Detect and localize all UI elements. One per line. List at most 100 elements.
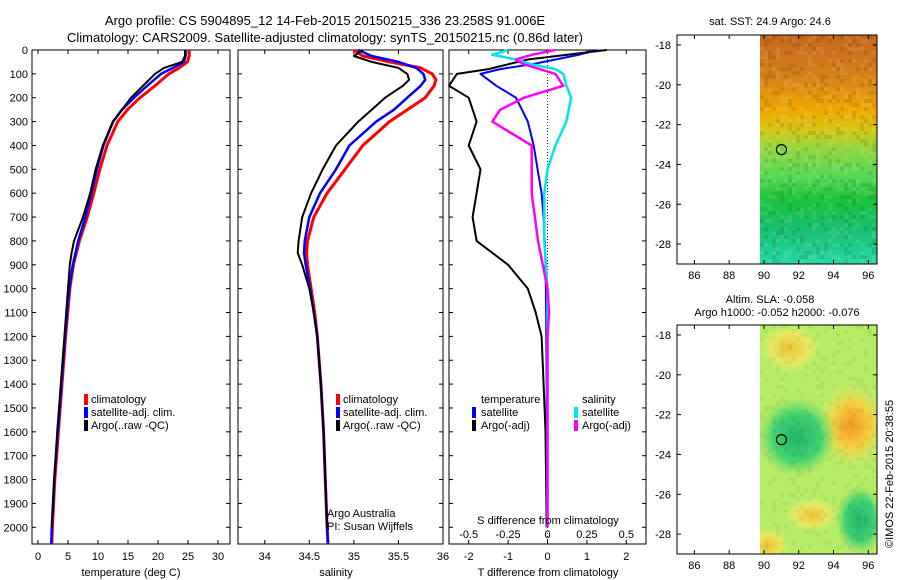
x-tick-label-salinity: -0.5: [459, 529, 478, 541]
map-pixel: [804, 243, 808, 247]
map-pixel: [780, 147, 784, 151]
map-pixel: [804, 409, 808, 413]
map-pixel: [860, 381, 864, 385]
map-pixel: [816, 187, 820, 191]
map-pixel: [780, 417, 784, 421]
map-pixel: [824, 227, 828, 231]
map-pixel: [816, 143, 820, 147]
map-pixel: [836, 513, 840, 517]
map-pixel: [824, 183, 828, 187]
map-pixel: [796, 247, 800, 251]
map-pixel: [872, 393, 876, 397]
legend-swatch-t-argo: [472, 420, 476, 431]
map-pixel: [816, 545, 820, 549]
map-pixel: [872, 195, 876, 199]
map-pixel: [856, 369, 860, 373]
legend-swatch-climatology: [336, 394, 340, 405]
map-pixel: [764, 549, 768, 553]
map-pixel: [808, 83, 812, 87]
map-pixel: [864, 99, 868, 103]
map-pixel: [836, 425, 840, 429]
map-pixel: [792, 473, 796, 477]
map-pixel: [788, 119, 792, 123]
map-pixel: [844, 95, 848, 99]
map-pixel: [832, 421, 836, 425]
map-pixel: [864, 465, 868, 469]
map-pixel: [824, 413, 828, 417]
legend-swatch-satellite: [84, 407, 88, 418]
sst-heatmap: [760, 35, 877, 264]
map-pixel: [764, 183, 768, 187]
map-pixel: [776, 191, 780, 195]
map-pixel: [836, 131, 840, 135]
map-pixel: [780, 381, 784, 385]
map-pixel: [800, 67, 804, 71]
map-pixel: [764, 107, 768, 111]
map-pixel: [872, 143, 876, 147]
map-pixel: [820, 215, 824, 219]
map-pixel: [764, 83, 768, 87]
map-pixel: [812, 51, 816, 55]
map-pixel: [760, 243, 764, 247]
map-pixel: [836, 449, 840, 453]
map-pixel: [848, 179, 852, 183]
map-pixel: [848, 251, 852, 255]
map-pixel: [844, 99, 848, 103]
map-pixel: [824, 195, 828, 199]
map-pixel: [868, 115, 872, 119]
map-pixel: [788, 219, 792, 223]
map-pixel: [864, 147, 868, 151]
map-pixel: [796, 119, 800, 123]
map-pixel: [784, 501, 788, 505]
map-pixel: [852, 187, 856, 191]
legend-s-satellite: satellite: [582, 407, 619, 419]
map-pixel: [760, 223, 764, 227]
map-pixel: [780, 235, 784, 239]
map-pixel: [792, 541, 796, 545]
depth-tick-label: 1800: [4, 475, 28, 487]
map-pixel: [760, 413, 764, 417]
map-pixel: [868, 159, 872, 163]
map-pixel: [772, 425, 776, 429]
map-pixel: [788, 203, 792, 207]
map-pixel: [784, 481, 788, 485]
map-pixel: [840, 127, 844, 131]
map-pixel: [780, 449, 784, 453]
map-pixel: [780, 409, 784, 413]
map-pixel: [856, 377, 860, 381]
map-pixel: [828, 373, 832, 377]
map-pixel: [864, 211, 868, 215]
map-pixel: [800, 107, 804, 111]
legend-s-argo: Argo(-adj): [582, 420, 631, 432]
map-pixel: [860, 183, 864, 187]
map-pixel: [856, 461, 860, 465]
map-pixel: [820, 47, 824, 51]
map-pixel: [828, 59, 832, 63]
map-pixel: [808, 493, 812, 497]
map-pixel: [852, 227, 856, 231]
map-pixel: [764, 405, 768, 409]
map-pixel: [792, 401, 796, 405]
difference-xlabel-temperature: T difference from climatology: [478, 567, 619, 579]
legend-climatology: climatology: [343, 394, 399, 406]
x-tick-label: 15: [122, 551, 134, 563]
map-pixel: [772, 497, 776, 501]
depth-tick-label: 1400: [4, 379, 28, 391]
map-pixel: [852, 183, 856, 187]
map-pixel: [848, 409, 852, 413]
map-pixel: [764, 251, 768, 255]
map-pixel: [872, 243, 876, 247]
map-pixel: [768, 405, 772, 409]
map-pixel: [852, 413, 856, 417]
map-pixel: [860, 501, 864, 505]
map-pixel: [796, 489, 800, 493]
map-pixel: [844, 541, 848, 545]
map-pixel: [848, 99, 852, 103]
map-y-tick-label: -18: [655, 40, 671, 52]
map-pixel: [864, 95, 868, 99]
map-pixel: [784, 525, 788, 529]
map-pixel: [856, 35, 860, 39]
map-pixel: [820, 195, 824, 199]
map-pixel: [792, 345, 796, 349]
map-pixel: [828, 493, 832, 497]
